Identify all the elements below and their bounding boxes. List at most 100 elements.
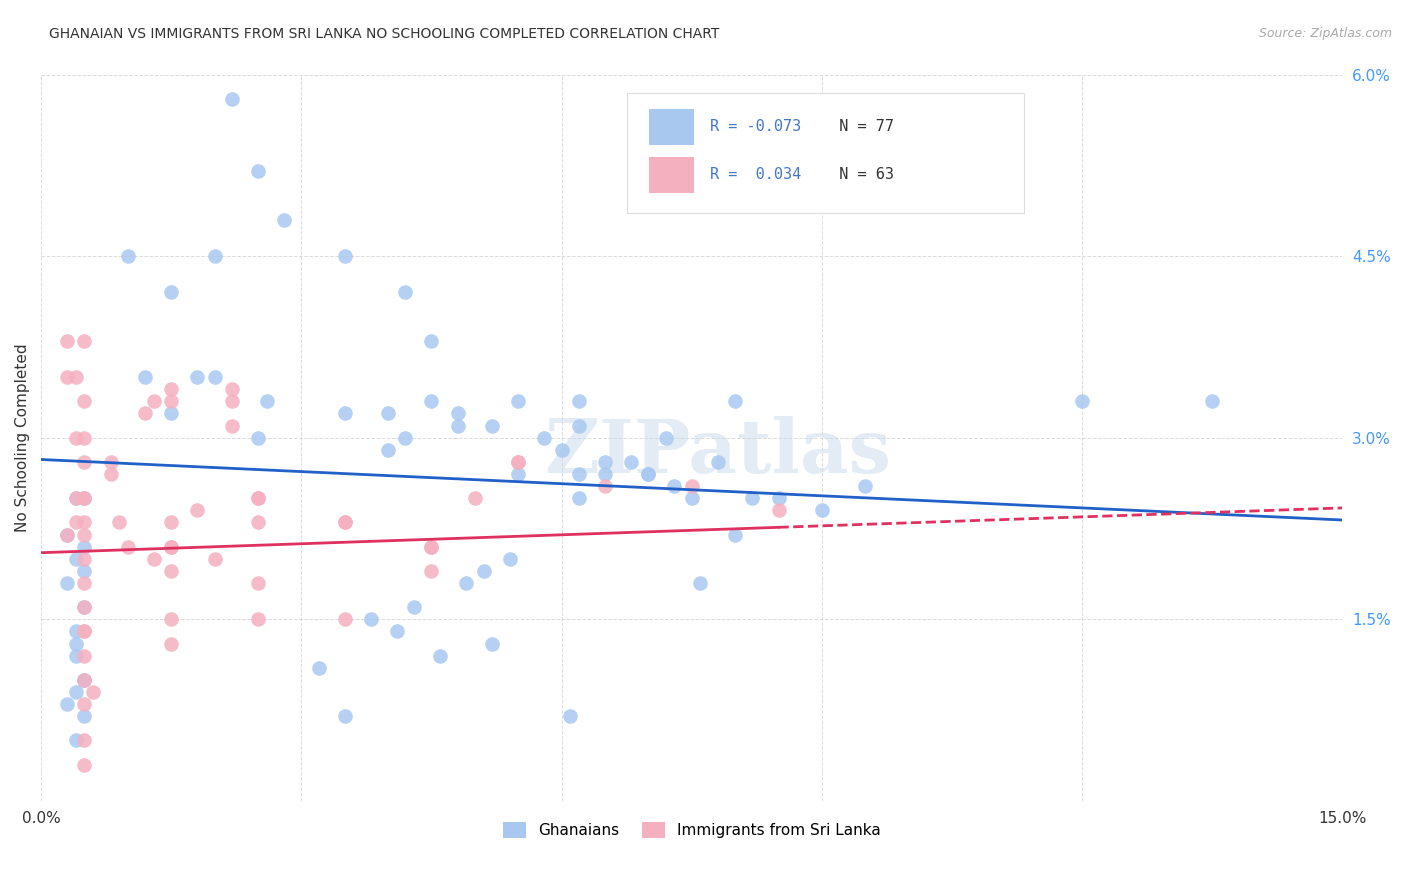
- Point: [160, 612, 183, 626]
- Point: [160, 540, 183, 554]
- Point: [333, 612, 356, 626]
- Point: [65, 516, 87, 530]
- Text: GHANAIAN VS IMMIGRANTS FROM SRI LANKA NO SCHOOLING COMPLETED CORRELATION CHART: GHANAIAN VS IMMIGRANTS FROM SRI LANKA NO…: [49, 27, 720, 41]
- Point: [160, 540, 183, 554]
- Point: [56, 697, 79, 711]
- Point: [689, 576, 711, 591]
- Text: ZIPatlas: ZIPatlas: [544, 416, 891, 489]
- Point: [308, 661, 330, 675]
- Point: [65, 685, 87, 699]
- Point: [853, 479, 876, 493]
- Point: [73, 540, 96, 554]
- Point: [508, 455, 530, 469]
- Point: [73, 733, 96, 747]
- Point: [160, 516, 183, 530]
- Point: [73, 673, 96, 687]
- Point: [73, 673, 96, 687]
- Point: [377, 407, 399, 421]
- Point: [73, 394, 96, 409]
- Point: [73, 673, 96, 687]
- Point: [100, 455, 122, 469]
- Point: [204, 551, 226, 566]
- Point: [394, 285, 416, 300]
- Point: [186, 370, 208, 384]
- Point: [446, 407, 468, 421]
- Point: [73, 624, 96, 639]
- Point: [568, 491, 591, 506]
- Point: [73, 551, 96, 566]
- Point: [593, 479, 616, 493]
- Point: [246, 612, 269, 626]
- Point: [1071, 394, 1094, 409]
- Point: [724, 394, 747, 409]
- Point: [65, 491, 87, 506]
- Point: [108, 516, 131, 530]
- Point: [56, 527, 79, 541]
- Point: [568, 467, 591, 481]
- Text: Source: ZipAtlas.com: Source: ZipAtlas.com: [1258, 27, 1392, 40]
- Point: [65, 491, 87, 506]
- Point: [221, 418, 243, 433]
- Text: N = 63: N = 63: [821, 168, 894, 182]
- Text: R = -0.073: R = -0.073: [710, 120, 801, 135]
- Point: [333, 249, 356, 263]
- Text: N = 77: N = 77: [821, 120, 894, 135]
- Point: [73, 600, 96, 615]
- Point: [420, 564, 443, 578]
- Point: [204, 370, 226, 384]
- Bar: [648, 157, 695, 193]
- Point: [73, 757, 96, 772]
- Point: [160, 394, 183, 409]
- Point: [741, 491, 763, 506]
- Point: [707, 455, 730, 469]
- Point: [73, 491, 96, 506]
- Point: [550, 442, 572, 457]
- Point: [160, 407, 183, 421]
- Point: [65, 431, 87, 445]
- Point: [560, 709, 582, 723]
- Point: [654, 431, 676, 445]
- Point: [160, 636, 183, 650]
- Point: [160, 382, 183, 396]
- Point: [472, 564, 495, 578]
- Point: [73, 564, 96, 578]
- Point: [221, 382, 243, 396]
- Point: [360, 612, 382, 626]
- Point: [620, 455, 643, 469]
- Point: [73, 527, 96, 541]
- Point: [420, 394, 443, 409]
- Point: [65, 624, 87, 639]
- Point: [246, 491, 269, 506]
- Point: [508, 394, 530, 409]
- Point: [811, 503, 834, 517]
- Point: [568, 394, 591, 409]
- Point: [160, 285, 183, 300]
- Point: [593, 467, 616, 481]
- Point: [256, 394, 278, 409]
- Point: [56, 527, 79, 541]
- Point: [142, 551, 165, 566]
- Point: [73, 709, 96, 723]
- Point: [420, 334, 443, 348]
- Point: [681, 491, 703, 506]
- Point: [420, 540, 443, 554]
- Point: [73, 600, 96, 615]
- Point: [377, 442, 399, 457]
- Point: [681, 479, 703, 493]
- Point: [246, 164, 269, 178]
- Point: [246, 491, 269, 506]
- Point: [246, 431, 269, 445]
- Legend: Ghanaians, Immigrants from Sri Lanka: Ghanaians, Immigrants from Sri Lanka: [496, 816, 887, 844]
- Point: [333, 709, 356, 723]
- Point: [333, 516, 356, 530]
- Point: [664, 479, 686, 493]
- Point: [1201, 394, 1223, 409]
- Point: [333, 516, 356, 530]
- Point: [429, 648, 451, 663]
- Point: [446, 418, 468, 433]
- Point: [56, 576, 79, 591]
- Point: [73, 455, 96, 469]
- Point: [56, 370, 79, 384]
- Point: [456, 576, 478, 591]
- Point: [73, 697, 96, 711]
